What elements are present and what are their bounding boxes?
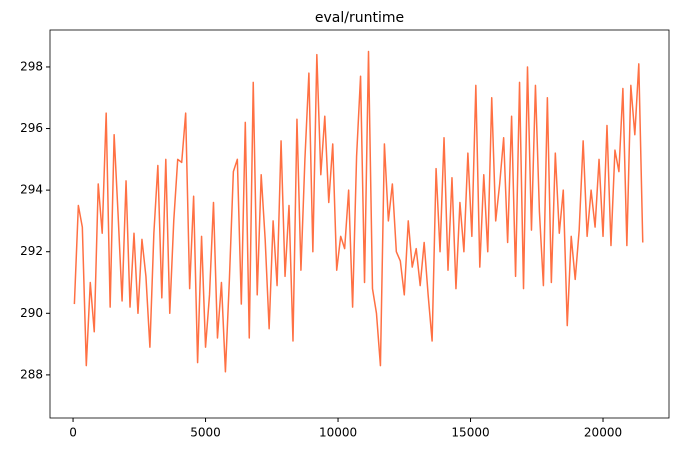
y-tick-label: 294 [20, 183, 43, 197]
line [73, 50, 644, 373]
x-tick-label: 20000 [584, 426, 622, 440]
x-tick-label: 15000 [451, 426, 489, 440]
x-tick-label: 10000 [319, 426, 357, 440]
x-tick-label: 5000 [190, 426, 221, 440]
x-tick-label: 0 [69, 426, 77, 440]
y-tick-label: 296 [20, 121, 43, 135]
y-tick-label: 290 [20, 306, 43, 320]
y-tick-label: 298 [20, 59, 43, 73]
plot-frame [49, 29, 670, 419]
y-tick-label: 288 [20, 367, 43, 381]
y-tick-label: 292 [20, 244, 43, 258]
chart-title: eval/runtime [315, 10, 404, 26]
